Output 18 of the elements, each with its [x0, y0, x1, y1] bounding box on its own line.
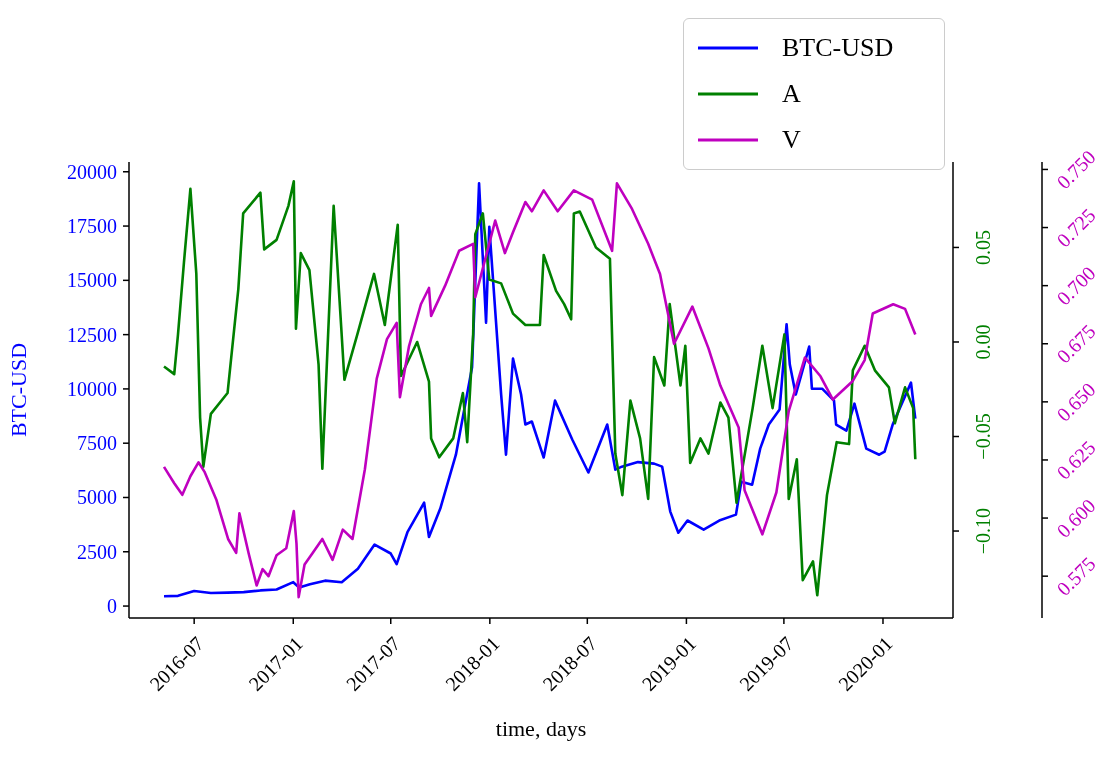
x-axis-title: time, days	[495, 716, 587, 741]
y2-tick-label: 0.05	[972, 229, 994, 265]
y-tick-label: 5000	[77, 486, 117, 509]
legend-label: A	[782, 78, 801, 110]
y-tick-label: 12500	[67, 323, 117, 346]
legend-label: BTC-USD	[782, 32, 894, 64]
y-tick-label: 0	[107, 595, 117, 618]
y-tick-label: 2500	[77, 540, 117, 563]
y-tick-label: 15000	[67, 269, 117, 292]
y2-tick-label: −0.05	[972, 413, 994, 460]
y-tick-label: 17500	[67, 215, 117, 238]
y-tick-label: 7500	[77, 432, 117, 455]
y-tick-label: 10000	[67, 377, 117, 400]
y2-tick-label: 0.00	[972, 324, 994, 360]
y2-tick-label: −0.10	[972, 507, 994, 555]
y-axis-title: BTC-USD	[5, 342, 31, 438]
legend-label: V	[782, 124, 801, 156]
y-tick-label: 20000	[67, 160, 117, 183]
